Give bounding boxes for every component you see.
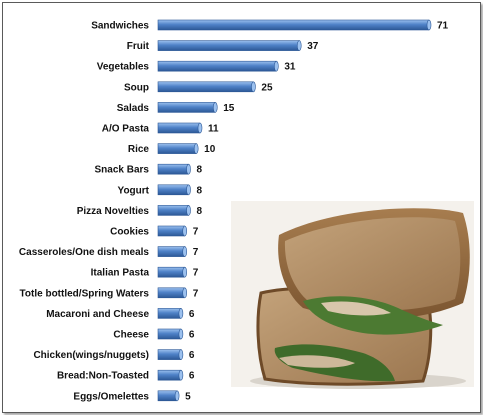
bar-end-cap [186,205,191,216]
bar [157,40,300,51]
category-label: Cookies [110,227,149,238]
bar [157,184,189,196]
bar [157,349,182,360]
category-labels: Sandwiches Fruit Vegetables Soup Salads A/O P… [19,21,150,403]
bar-end-cap [178,328,184,340]
category-label: Cheese [113,330,149,341]
category-label: Snack Bars [95,165,150,176]
value-label: 10 [204,144,216,155]
value-label: 6 [189,371,195,382]
bar-end-cap [178,308,184,319]
bar-end-cap [186,184,191,196]
bar-end-cap [426,19,432,31]
bar-end-cap [197,122,203,134]
category-label: Chicken(wings/nuggets) [33,350,149,361]
category-label: Yogurt [118,185,150,196]
value-label: 6 [189,350,195,361]
value-label: 7 [193,227,199,238]
bar [157,102,216,113]
bar-chart: Sandwiches Fruit Vegetables Soup Salads A/O P… [19,19,474,403]
bar [157,81,254,93]
bar-end-cap [174,390,180,402]
bar [157,163,189,175]
bar [157,328,182,340]
value-label: 37 [307,41,319,52]
value-label: 8 [197,165,203,176]
value-label: 7 [193,268,199,279]
category-label: Fruit [127,41,150,52]
category-label: Eggs/Omelettes [73,391,149,402]
value-label: 7 [193,247,199,258]
bar-end-cap [182,266,188,278]
value-label: 25 [261,82,273,93]
bar [157,143,197,154]
bar-end-cap [178,369,184,381]
category-label: A/O Pasta [102,124,150,135]
bar [157,308,182,319]
category-label: Soup [124,82,149,93]
bars [157,19,432,402]
category-label: Salads [117,103,150,114]
bar [157,225,186,237]
bar [157,122,201,134]
bar-end-cap [296,40,302,51]
value-label: 5 [185,391,191,402]
bar-end-cap [186,163,191,175]
category-label: Rice [128,144,150,155]
category-label: Totle bottled/Spring Waters [20,288,150,299]
value-label: 8 [197,206,203,217]
bar-end-cap [178,349,184,360]
bar [157,19,430,31]
category-label: Vegetables [97,62,150,73]
value-label: 11 [208,124,219,135]
value-label: 6 [189,330,195,341]
category-label: Sandwiches [91,21,149,32]
bar [157,60,277,72]
value-label: 71 [437,21,449,32]
bar [157,390,178,402]
value-label: 6 [189,309,195,320]
bar [157,287,186,299]
bar-end-cap [274,60,279,72]
bar [157,266,186,278]
value-label: 8 [197,185,203,196]
category-label: Pizza Novelties [77,206,150,217]
bar-end-cap [182,287,188,299]
category-label: Italian Pasta [91,268,150,279]
bar-end-cap [212,102,218,113]
category-label: Bread:Non-Toasted [57,371,149,382]
bar-end-cap [193,143,199,154]
value-label: 7 [193,288,199,299]
value-label: 15 [223,103,235,114]
bar [157,246,186,257]
bar [157,369,182,381]
bar-end-cap [251,81,256,93]
category-label: Macaroni and Cheese [46,309,149,320]
sandwich-photo [231,201,474,389]
bar [157,205,189,216]
bar-end-cap [182,246,188,257]
category-label: Casseroles/One dish meals [19,247,150,258]
value-label: 31 [284,62,296,73]
bar-end-cap [182,225,188,237]
